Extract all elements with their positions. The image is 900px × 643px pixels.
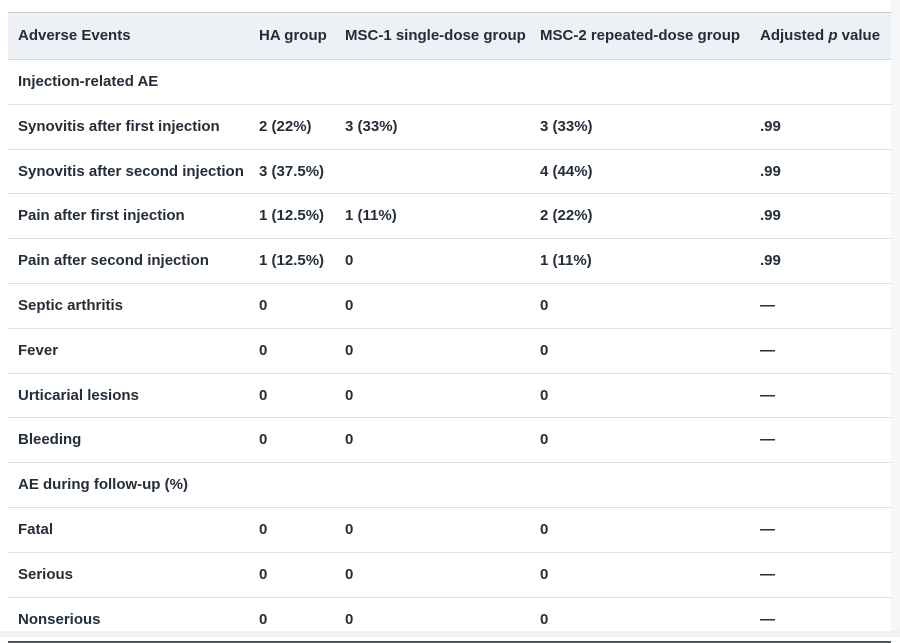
cell-ha: 0 bbox=[259, 552, 345, 598]
cell-msc2: 0 bbox=[540, 507, 760, 553]
cell-p-value: — bbox=[760, 283, 891, 329]
cell-msc1: 0 bbox=[345, 417, 540, 464]
cell-p-value: .99 bbox=[760, 149, 891, 195]
table-row: Fever 0 0 0 — bbox=[8, 328, 891, 374]
cell-p-value: — bbox=[760, 328, 891, 374]
cell-msc2: 0 bbox=[540, 552, 760, 598]
cell-ha: 1 (12.5%) bbox=[259, 193, 345, 240]
cell-msc1: 0 bbox=[345, 373, 540, 419]
cell-msc2: 3 (33%) bbox=[540, 104, 760, 150]
row-label: Serious bbox=[8, 552, 259, 598]
table-body: Injection-related AE Synovitis after fir… bbox=[8, 59, 891, 643]
cell-p-value: .99 bbox=[760, 238, 891, 284]
cell-ha: 2 (22%) bbox=[259, 104, 345, 150]
cell-ha: 0 bbox=[259, 373, 345, 419]
cell-ha: 0 bbox=[259, 283, 345, 329]
cell-msc1: 0 bbox=[345, 552, 540, 598]
cell-msc1: 1 (11%) bbox=[345, 193, 540, 240]
cell-ha: 3 (37.5%) bbox=[259, 149, 345, 195]
p-value-label-suffix: value bbox=[837, 27, 881, 44]
cell-msc2: 2 (22%) bbox=[540, 193, 760, 240]
header-row: Adverse Events HA group MSC-1 single-dos… bbox=[8, 12, 891, 60]
cell-ha: 1 (12.5%) bbox=[259, 238, 345, 284]
column-header-adjusted-p-value: Adjusted p value bbox=[760, 12, 891, 60]
table-row: Synovitis after first injection 2 (22%) … bbox=[8, 104, 891, 150]
cell-p-value: — bbox=[760, 552, 891, 598]
page-bottom-margin bbox=[0, 631, 900, 637]
cell-msc1: 0 bbox=[345, 238, 540, 284]
section-label: Injection-related AE bbox=[8, 59, 891, 105]
cell-p-value: — bbox=[760, 417, 891, 464]
cell-ha: 0 bbox=[259, 328, 345, 374]
table-row: Serious 0 0 0 — bbox=[8, 552, 891, 598]
table-row: Synovitis after second injection 3 (37.5… bbox=[8, 149, 891, 195]
row-label: Synovitis after first injection bbox=[8, 104, 259, 150]
p-value-label-prefix: Adjusted bbox=[760, 27, 829, 44]
column-header-adverse-events: Adverse Events bbox=[8, 12, 259, 60]
row-label: Fever bbox=[8, 328, 259, 374]
row-label: Pain after first injection bbox=[8, 193, 259, 240]
cell-msc1 bbox=[345, 149, 540, 195]
row-label: Fatal bbox=[8, 507, 259, 553]
table-row: Pain after second injection 1 (12.5%) 0 … bbox=[8, 238, 891, 284]
cell-msc1: 3 (33%) bbox=[345, 104, 540, 150]
cell-msc2: 0 bbox=[540, 283, 760, 329]
cell-msc2: 0 bbox=[540, 328, 760, 374]
cell-msc2: 4 (44%) bbox=[540, 149, 760, 195]
cell-msc2: 1 (11%) bbox=[540, 238, 760, 284]
cell-msc2: 0 bbox=[540, 373, 760, 419]
row-label: Pain after second injection bbox=[8, 238, 259, 284]
cell-p-value: — bbox=[760, 507, 891, 553]
table-row: Fatal 0 0 0 — bbox=[8, 507, 891, 553]
section-row: Injection-related AE bbox=[8, 59, 891, 105]
section-row: AE during follow-up (%) bbox=[8, 462, 891, 508]
p-value-label-italic-p: p bbox=[828, 27, 838, 44]
cell-msc1: 0 bbox=[345, 283, 540, 329]
cell-ha: 0 bbox=[259, 507, 345, 553]
adverse-events-table: Adverse Events HA group MSC-1 single-dos… bbox=[8, 12, 891, 643]
table-row: Septic arthritis 0 0 0 — bbox=[8, 283, 891, 329]
cell-p-value: .99 bbox=[760, 104, 891, 150]
row-label: Septic arthritis bbox=[8, 283, 259, 329]
section-label: AE during follow-up (%) bbox=[8, 462, 891, 508]
cell-p-value: .99 bbox=[760, 193, 891, 240]
table-header: Adverse Events HA group MSC-1 single-dos… bbox=[8, 12, 891, 60]
row-label: Synovitis after second injection bbox=[8, 149, 259, 195]
cell-msc1: 0 bbox=[345, 507, 540, 553]
column-header-ha-group: HA group bbox=[259, 12, 345, 60]
cell-ha: 0 bbox=[259, 417, 345, 464]
table-row: Bleeding 0 0 0 — bbox=[8, 417, 891, 464]
table-row: Pain after first injection 1 (12.5%) 1 (… bbox=[8, 193, 891, 240]
column-header-msc2-group: MSC-2 repeated-dose group bbox=[540, 12, 760, 60]
cell-p-value: — bbox=[760, 373, 891, 419]
page-right-margin bbox=[891, 0, 900, 637]
cell-msc1: 0 bbox=[345, 328, 540, 374]
column-header-msc1-group: MSC-1 single-dose group bbox=[345, 12, 540, 60]
cell-msc2: 0 bbox=[540, 417, 760, 464]
row-label: Urticarial lesions bbox=[8, 373, 259, 419]
row-label: Bleeding bbox=[8, 417, 259, 464]
table-row: Urticarial lesions 0 0 0 — bbox=[8, 373, 891, 419]
